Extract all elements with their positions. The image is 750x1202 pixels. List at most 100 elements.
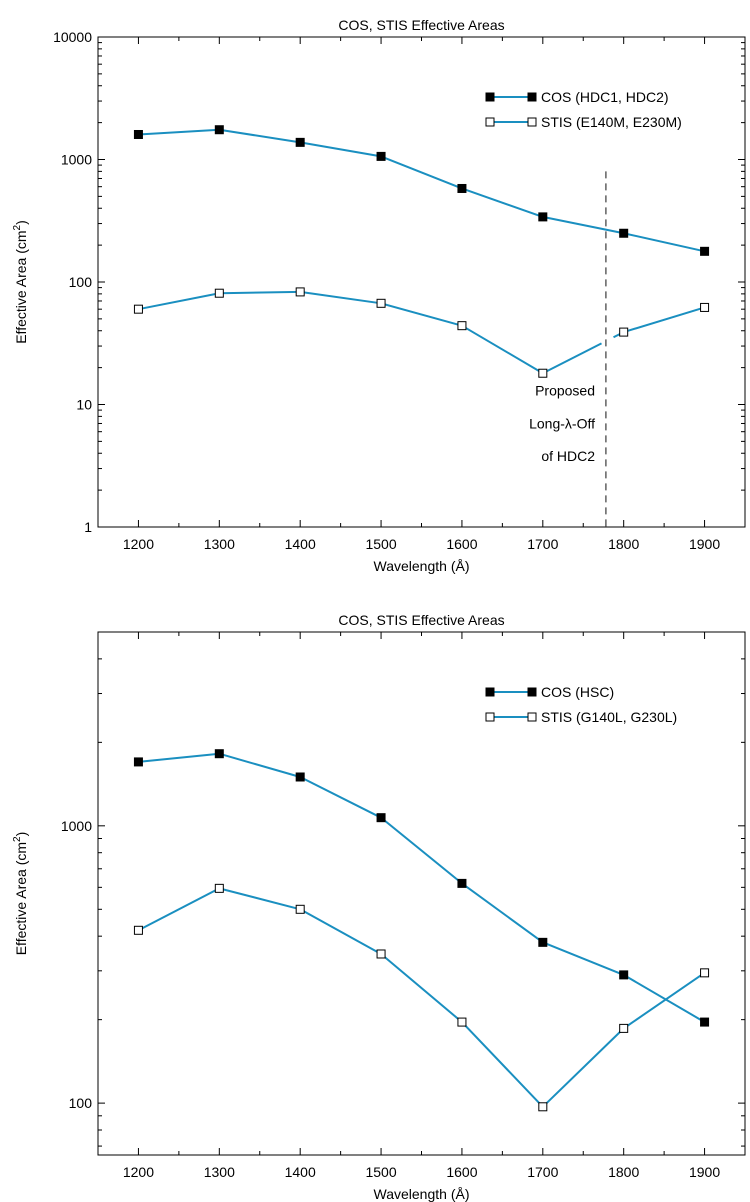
- data-point: [700, 968, 710, 978]
- data-point: [619, 327, 629, 337]
- series-line-segment: [623, 232, 705, 253]
- series-line-segment: [299, 908, 382, 955]
- series-2: [133, 287, 710, 378]
- series-line-segment: [219, 128, 301, 144]
- y-tick-label: 10000: [53, 29, 92, 45]
- x-tick-label: 1200: [123, 1164, 154, 1180]
- legend-entry: STIS (E140M, E230M): [541, 114, 682, 130]
- data-point: [214, 288, 224, 298]
- series-line-segment: [380, 816, 463, 885]
- series-line-segment: [138, 128, 220, 136]
- y-tick-label: 100: [69, 1095, 93, 1111]
- x-tick-label: 1900: [689, 1164, 720, 1180]
- y-axis-label: Effective Area (cm2): [12, 832, 29, 956]
- x-axis-label: Wavelength (Å): [374, 1186, 470, 1202]
- series-line-segment: [380, 155, 463, 190]
- y-axis-label-sup: 2: [12, 224, 23, 230]
- data-point: [538, 368, 548, 378]
- legend: COS (HSC) STIS (G140L, G230L): [485, 684, 677, 725]
- series-line-segment: [542, 342, 602, 375]
- series-line-segment: [461, 1021, 544, 1108]
- legend-marker: [527, 117, 537, 127]
- x-tick-label: 1700: [527, 536, 558, 552]
- series-line-segment: [300, 141, 382, 158]
- x-tick-label: 1600: [446, 536, 477, 552]
- series-line-segment: [461, 882, 544, 944]
- x-tick-label: 1300: [204, 536, 235, 552]
- plot-frame: [97, 36, 746, 528]
- y-axis-label-main: Effective Area (cm: [13, 230, 29, 343]
- annotation-label-line: Proposed: [535, 383, 595, 399]
- annotation-label-line: of HDC2: [541, 448, 595, 464]
- series-line-segment: [623, 306, 705, 334]
- data-point: [538, 212, 548, 222]
- y-tick-label: 1: [84, 519, 92, 535]
- x-axis-label: Wavelength (Å): [374, 558, 470, 574]
- y-axis-label-main: Effective Area (cm: [13, 842, 29, 955]
- data-point: [538, 937, 548, 947]
- data-point: [457, 321, 467, 331]
- legend-marker: [527, 687, 537, 697]
- chart-title: COS, STIS Effective Areas: [338, 17, 504, 33]
- data-point: [133, 129, 143, 139]
- chart-1: COS, STIS Effective Areas 1200 1300 1400 150…: [12, 17, 746, 574]
- x-tick-label: 1700: [527, 1164, 558, 1180]
- series-line-segment: [299, 776, 382, 819]
- legend-entry: COS (HSC): [541, 684, 614, 700]
- series-line-segment: [138, 292, 220, 311]
- data-point: [619, 1023, 629, 1033]
- legend-marker: [527, 92, 537, 102]
- legend-marker: [527, 712, 537, 722]
- series-1: [133, 125, 710, 256]
- data-point: [376, 813, 386, 823]
- legend-marker: [485, 92, 495, 102]
- legend-entry: COS (HDC1, HDC2): [541, 89, 669, 105]
- data-point: [295, 137, 305, 147]
- data-point: [538, 1102, 548, 1112]
- series-line-segment: [300, 290, 382, 305]
- data-point: [133, 304, 143, 314]
- data-point: [700, 302, 710, 312]
- y-axis-label-sup: 2: [12, 836, 23, 842]
- legend-marker: [485, 712, 495, 722]
- data-point: [376, 298, 386, 308]
- series-line-segment: [138, 752, 220, 763]
- chart-title: COS, STIS Effective Areas: [338, 612, 504, 628]
- x-tick-label: 1500: [365, 1164, 396, 1180]
- x-tick-label: 1800: [608, 536, 639, 552]
- series-line-segment: [542, 215, 624, 235]
- series-line-segment: [380, 953, 463, 1023]
- x-tick-label: 1900: [689, 536, 720, 552]
- data-point: [619, 228, 629, 238]
- series-line-segment: [137, 887, 220, 932]
- y-tick-label: 1000: [61, 818, 92, 834]
- series-line-segment: [542, 941, 625, 976]
- data-point: [700, 1017, 710, 1027]
- data-point: [376, 949, 386, 959]
- series-2: [133, 883, 710, 1112]
- data-point: [133, 757, 143, 767]
- series-1: [133, 749, 710, 1027]
- data-point: [700, 246, 710, 256]
- legend-marker: [485, 687, 495, 697]
- data-point: [457, 878, 467, 888]
- y-tick-label: 10: [76, 397, 92, 413]
- series-line-segment: [219, 752, 301, 778]
- series-line-segment: [542, 1027, 625, 1108]
- data-point: [295, 904, 305, 914]
- series-line-segment: [623, 974, 706, 1023]
- series-line-segment: [623, 972, 706, 1030]
- series-line-segment: [219, 290, 301, 295]
- data-point: [295, 287, 305, 297]
- data-point: [295, 772, 305, 782]
- series-line-segment: [461, 324, 544, 375]
- legend-marker: [485, 117, 495, 127]
- data-point: [457, 183, 467, 193]
- data-point: [619, 970, 629, 980]
- y-tick-label: 100: [69, 274, 93, 290]
- series-line-segment: [219, 887, 301, 911]
- series-line-segment: [380, 302, 463, 327]
- x-tick-label: 1500: [365, 536, 396, 552]
- x-tick-label: 1800: [608, 1164, 639, 1180]
